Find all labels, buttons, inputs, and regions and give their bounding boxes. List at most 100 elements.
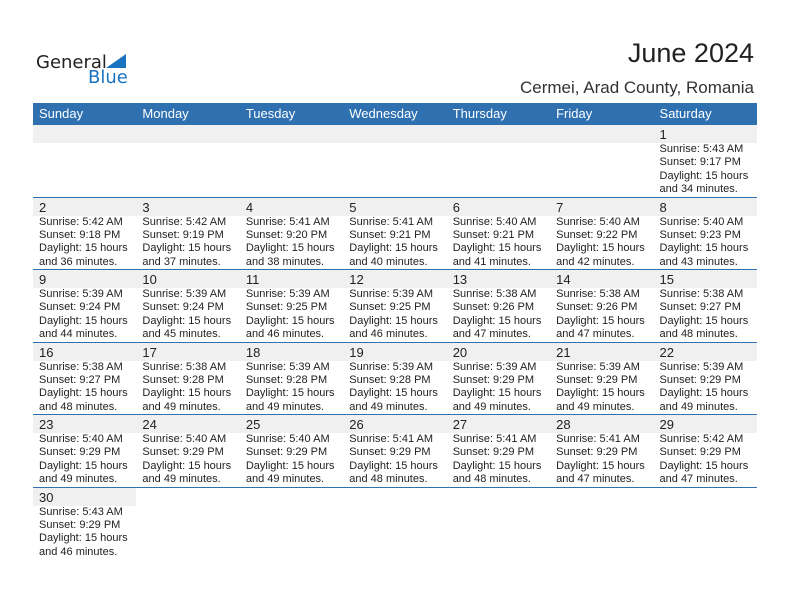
daylight-text: Daylight: 15 hours	[142, 314, 232, 327]
daylight-minutes-text: and 37 minutes.	[142, 255, 221, 268]
sunset-text: Sunset: 9:20 PM	[245, 228, 328, 241]
sunset-text: Sunset: 9:29 PM	[39, 518, 121, 531]
week-row: 9 Sunrise: 5:39 AM Sunset: 9:24 PM Daylight…	[33, 270, 757, 343]
day-number-band	[33, 487, 137, 506]
day-number: 10	[142, 272, 157, 287]
sunrise-text: Sunrise: 5:41 AM	[245, 215, 330, 228]
sunrise-text: Sunrise: 5:42 AM	[142, 215, 227, 228]
daylight-text: Daylight: 15 hours	[39, 314, 128, 327]
sunrise-text: Sunrise: 5:41 AM	[349, 433, 434, 445]
day-cell: 7 Sunrise: 5:40 AM Sunset: 9:22 PM Daylight…	[550, 198, 653, 270]
weekday-friday: Friday	[556, 106, 593, 121]
sunset-text: Sunset: 9:29 PM	[659, 446, 741, 459]
daylight-text: Daylight: 15 hours	[245, 314, 335, 327]
sunrise-text: Sunrise: 5:40 AM	[556, 215, 640, 228]
week-row: 1 Sunrise: 5:43 AM Sunset: 9:17 PM Daylight…	[33, 125, 757, 198]
day-number: 14	[556, 272, 571, 287]
daylight-minutes-text: and 48 minutes.	[349, 473, 428, 486]
daylight-minutes-text: and 49 minutes.	[349, 400, 428, 413]
sunrise-text: Sunrise: 5:38 AM	[452, 288, 537, 300]
day-number-band	[33, 415, 757, 433]
daylight-minutes-text: and 46 minutes.	[245, 328, 325, 341]
sunset-text: Sunset: 9:24 PM	[142, 301, 224, 314]
daylight-text: Daylight: 15 hours	[452, 242, 542, 255]
day-cell: 29 Sunrise: 5:42 AM Sunset: 9:29 PM Dayligh…	[654, 415, 757, 487]
day-number: 5	[349, 199, 357, 215]
daylight-minutes-text: and 47 minutes.	[659, 473, 738, 486]
weekday-monday: Monday	[142, 106, 189, 121]
sunrise-text: Sunrise: 5:42 AM	[659, 433, 744, 445]
day-cell: 30 Sunrise: 5:43 AM Sunset: 9:29 PM Dayligh…	[33, 488, 136, 561]
day-number: 6	[452, 199, 460, 215]
daylight-minutes-text: and 40 minutes.	[349, 255, 428, 268]
day-cell: 12 Sunrise: 5:39 AM Sunset: 9:25 PM Dayligh…	[343, 270, 446, 342]
week-row: 30 Sunrise: 5:43 AM Sunset: 9:29 PM Dayligh…	[33, 487, 757, 561]
day-number: 22	[659, 344, 674, 360]
day-cell: 18 Sunrise: 5:39 AM Sunset: 9:28 PM Dayligh…	[240, 343, 343, 415]
sunset-text: Sunset: 9:29 PM	[452, 373, 535, 386]
page-title: June 2024	[627, 38, 754, 68]
day-cell: 20 Sunrise: 5:39 AM Sunset: 9:29 PM Dayligh…	[447, 343, 550, 415]
day-cell: 2 Sunrise: 5:42 AM Sunset: 9:18 PM Daylight…	[33, 198, 136, 270]
daylight-text: Daylight: 15 hours	[142, 387, 232, 400]
day-number: 19	[349, 344, 364, 360]
daylight-text: Daylight: 15 hours	[659, 169, 749, 182]
daylight-text: Daylight: 15 hours	[556, 459, 645, 472]
day-cell: 27 Sunrise: 5:41 AM Sunset: 9:29 PM Dayligh…	[447, 415, 550, 487]
empty-cell	[447, 125, 550, 197]
day-cell: 25 Sunrise: 5:40 AM Sunset: 9:29 PM Dayligh…	[240, 415, 343, 487]
sunrise-text: Sunrise: 5:43 AM	[39, 505, 123, 518]
sunset-text: Sunset: 9:29 PM	[349, 446, 431, 459]
sunrise-text: Sunrise: 5:39 AM	[245, 288, 330, 300]
sunrise-text: Sunrise: 5:40 AM	[39, 433, 123, 445]
empty-cell	[654, 488, 757, 561]
empty-cell	[136, 125, 239, 197]
sunset-text: Sunset: 9:28 PM	[142, 373, 224, 386]
daylight-text: Daylight: 15 hours	[349, 459, 438, 472]
daylight-minutes-text: and 48 minutes.	[659, 328, 738, 341]
daylight-minutes-text: and 47 minutes.	[556, 328, 635, 341]
day-cell: 24 Sunrise: 5:40 AM Sunset: 9:29 PM Dayligh…	[136, 415, 239, 487]
empty-cell	[447, 488, 550, 561]
sunset-text: Sunset: 9:27 PM	[659, 301, 741, 314]
daylight-text: Daylight: 15 hours	[349, 387, 438, 400]
daylight-text: Daylight: 15 hours	[142, 242, 232, 255]
sunset-text: Sunset: 9:28 PM	[245, 373, 328, 386]
day-number-band	[33, 342, 757, 361]
weekday-wednesday: Wednesday	[349, 106, 418, 121]
sunrise-text: Sunrise: 5:40 AM	[142, 433, 227, 445]
day-cell: 19 Sunrise: 5:39 AM Sunset: 9:28 PM Dayligh…	[343, 343, 446, 415]
week-row: 23 Sunrise: 5:40 AM Sunset: 9:29 PM Dayligh…	[33, 415, 757, 488]
logo: General Blue	[36, 50, 136, 90]
daylight-text: Daylight: 15 hours	[659, 459, 749, 472]
sunset-text: Sunset: 9:29 PM	[659, 373, 741, 386]
daylight-text: Daylight: 15 hours	[245, 387, 335, 400]
sunrise-text: Sunrise: 5:39 AM	[142, 288, 227, 300]
daylight-text: Daylight: 15 hours	[556, 242, 645, 255]
day-cell: 11 Sunrise: 5:39 AM Sunset: 9:25 PM Dayligh…	[240, 270, 343, 342]
daylight-text: Daylight: 15 hours	[245, 459, 335, 472]
weekday-tuesday: Tuesday	[245, 106, 296, 121]
daylight-minutes-text: and 44 minutes.	[39, 328, 118, 341]
empty-cell	[240, 125, 343, 197]
sunrise-text: Sunrise: 5:43 AM	[659, 143, 744, 155]
day-number: 29	[659, 417, 674, 432]
sunrise-text: Sunrise: 5:39 AM	[39, 288, 123, 300]
sunset-text: Sunset: 9:21 PM	[349, 228, 431, 241]
daylight-minutes-text: and 49 minutes.	[245, 473, 325, 486]
daylight-text: Daylight: 15 hours	[659, 314, 749, 327]
daylight-minutes-text: and 46 minutes.	[39, 545, 118, 558]
day-number: 25	[245, 417, 261, 432]
sunset-text: Sunset: 9:25 PM	[349, 301, 431, 314]
empty-cell	[550, 125, 653, 197]
day-number: 13	[452, 272, 468, 287]
sunset-text: Sunset: 9:27 PM	[39, 373, 121, 386]
day-number: 15	[659, 272, 674, 287]
day-cell: 9 Sunrise: 5:39 AM Sunset: 9:24 PM Daylight…	[33, 270, 136, 342]
sunset-text: Sunset: 9:23 PM	[659, 228, 741, 241]
day-number: 4	[245, 199, 254, 215]
day-cell: 17 Sunrise: 5:38 AM Sunset: 9:28 PM Dayligh…	[136, 343, 239, 415]
day-number-band	[33, 197, 757, 216]
daylight-minutes-text: and 49 minutes.	[556, 400, 635, 413]
